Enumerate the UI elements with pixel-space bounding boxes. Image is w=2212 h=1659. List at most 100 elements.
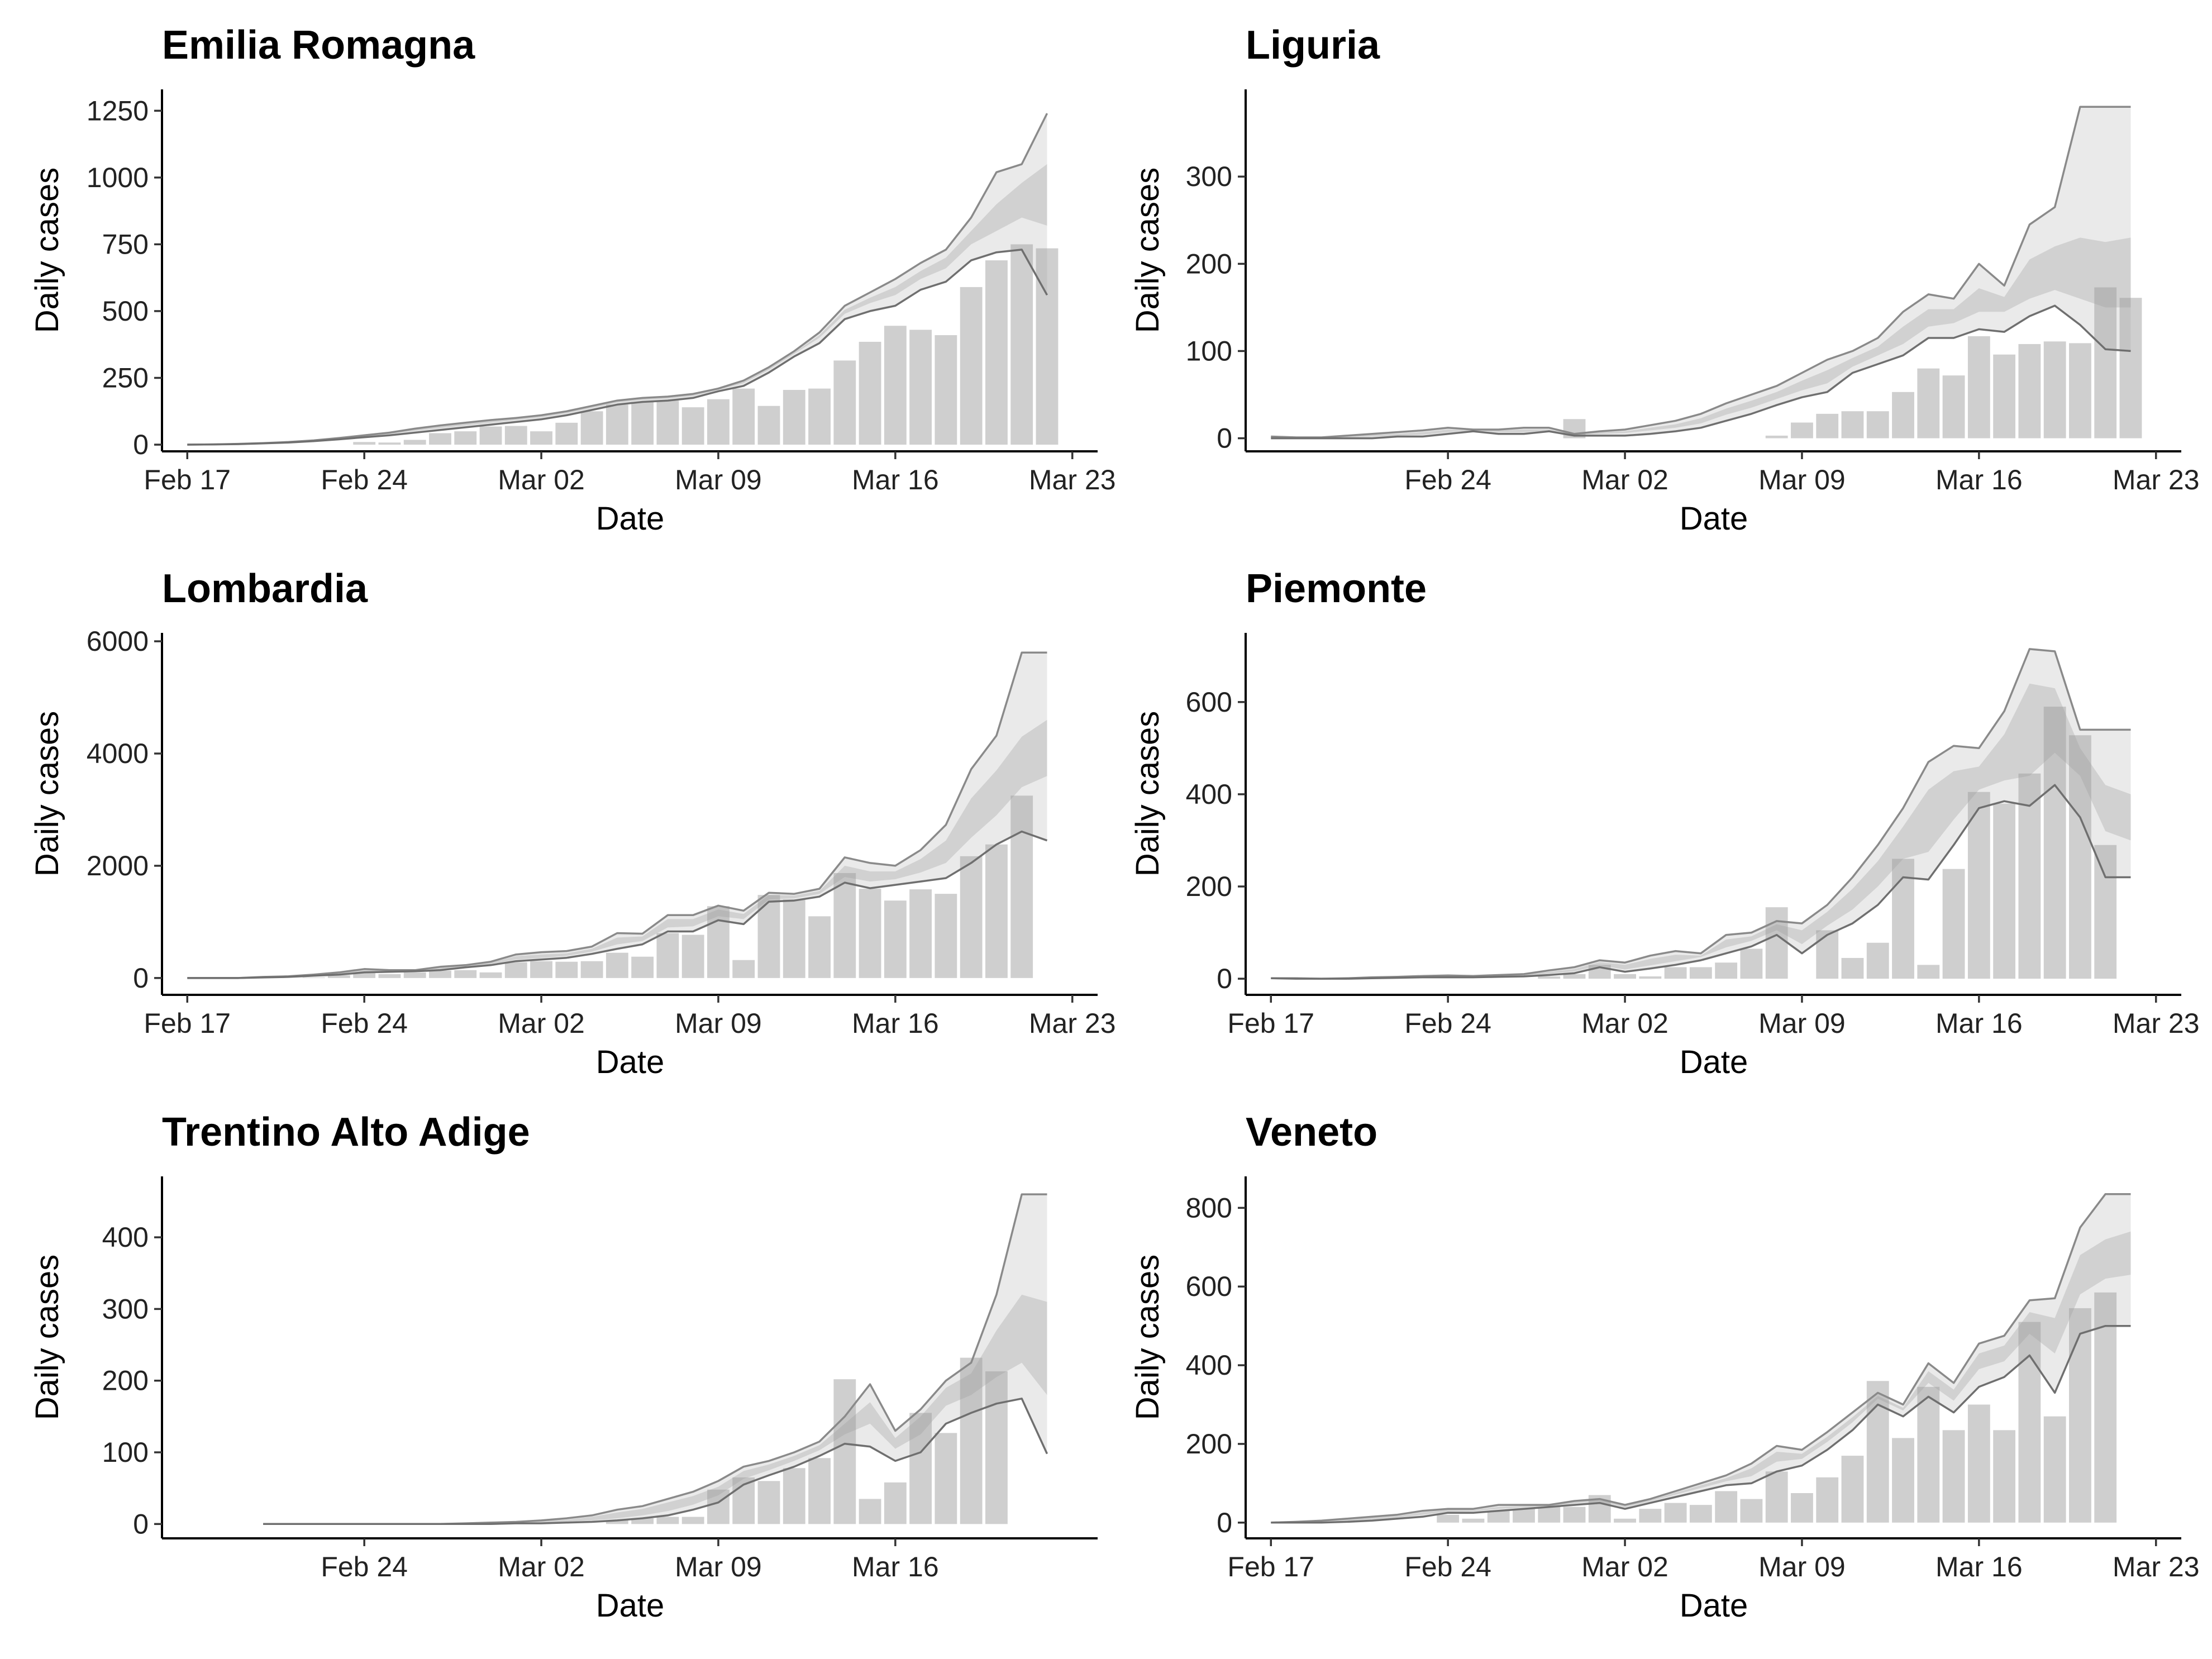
bar-feb-28 xyxy=(1538,976,1561,979)
y-tick-label: 600 xyxy=(1186,1271,1232,1302)
bar-mar-22 xyxy=(2119,298,2142,438)
bar-mar-13 xyxy=(808,388,831,445)
bar-mar-16 xyxy=(884,900,907,978)
lower-bound-line xyxy=(1271,1324,2131,1524)
y-axis-title: Daily cases xyxy=(29,711,65,877)
bar-mar-20 xyxy=(2069,735,2091,979)
x-tick-label: Mar 23 xyxy=(2113,1551,2200,1582)
upper-bound-line xyxy=(1271,1193,2131,1524)
bar-mar-18 xyxy=(935,335,957,445)
y-tick-label: 300 xyxy=(1186,161,1232,192)
y-tick-label: 300 xyxy=(102,1293,149,1324)
y-tick-label: 1250 xyxy=(87,95,149,126)
bar-mar-19 xyxy=(960,856,983,978)
y-tick-label: 400 xyxy=(102,1222,149,1253)
x-tick-label: Mar 16 xyxy=(1936,1551,2023,1582)
bar-mar-02 xyxy=(530,431,552,445)
bar-mar-16 xyxy=(1967,336,1990,438)
bar-mar-05 xyxy=(1689,1505,1712,1523)
bar-mar-14 xyxy=(833,360,856,445)
y-tick-label: 250 xyxy=(102,362,149,393)
bar-mar-06 xyxy=(1715,962,1738,979)
bar-mar-02 xyxy=(530,961,552,978)
bar-mar-11 xyxy=(1841,411,1864,438)
x-tick-label: Mar 23 xyxy=(1029,464,1116,495)
bar-mar-18 xyxy=(935,1433,957,1524)
bar-mar-04 xyxy=(580,961,603,978)
bar-mar-19 xyxy=(2043,707,2066,979)
bar-mar-07 xyxy=(656,401,679,445)
x-tick-label: Mar 09 xyxy=(675,1008,762,1039)
bar-mar-10 xyxy=(1816,930,1839,979)
y-axis-title: Daily cases xyxy=(29,168,65,333)
y-tick-label: 200 xyxy=(1186,871,1232,902)
x-tick-label: Mar 16 xyxy=(852,1008,939,1039)
bar-mar-13 xyxy=(808,916,831,978)
upper-bound-line xyxy=(187,113,1048,446)
bar-mar-05 xyxy=(606,1520,628,1524)
bar-feb-24 xyxy=(353,972,376,978)
bar-mar-18 xyxy=(2018,344,2041,438)
x-axis-title: Date xyxy=(596,1044,665,1080)
bar-mar-11 xyxy=(757,1481,780,1524)
bar-mar-20 xyxy=(985,1371,1008,1524)
x-tick-label: Feb 24 xyxy=(321,1551,408,1582)
bar-feb-25 xyxy=(1462,1518,1485,1523)
bar-feb-29 xyxy=(479,426,502,445)
y-tick-label: 0 xyxy=(1217,963,1232,994)
bar-mar-11 xyxy=(757,406,780,445)
bar-feb-29 xyxy=(479,972,502,978)
x-tick-label: Mar 02 xyxy=(498,464,585,495)
y-tick-label: 6000 xyxy=(87,626,149,657)
bar-series xyxy=(1563,287,2142,438)
bar-mar-20 xyxy=(2069,1308,2091,1523)
y-tick-label: 2000 xyxy=(87,850,149,881)
panel-title: Emilia Romagna xyxy=(162,23,475,68)
bar-mar-03 xyxy=(1639,1509,1662,1523)
y-axis-title: Daily cases xyxy=(1129,1255,1166,1420)
y-tick-label: 4000 xyxy=(87,738,149,769)
bar-mar-17 xyxy=(909,330,932,445)
y-tick-label: 500 xyxy=(102,295,149,327)
bar-mar-09 xyxy=(707,1489,730,1524)
bar-series xyxy=(606,1357,1008,1524)
bar-feb-29 xyxy=(1563,974,1586,979)
bar-mar-19 xyxy=(960,1357,983,1524)
bar-mar-01 xyxy=(504,962,527,978)
lower-bound-line xyxy=(187,830,1048,979)
bar-mar-06 xyxy=(631,1518,654,1524)
x-tick-label: Mar 23 xyxy=(2113,464,2200,495)
bar-mar-13 xyxy=(1892,1438,1914,1523)
bar-mar-10 xyxy=(1816,1477,1839,1523)
x-tick-label: Mar 09 xyxy=(1758,1551,1846,1582)
bar-mar-14 xyxy=(1917,965,1940,979)
bar-mar-21 xyxy=(2094,287,2117,438)
bar-mar-20 xyxy=(2069,343,2091,438)
bar-mar-13 xyxy=(808,1458,831,1524)
x-tick-label: Feb 24 xyxy=(1404,1551,1491,1582)
panel-trentino-alto-adige: Trentino Alto Adige Date Daily cases 0 10… xyxy=(29,1110,1098,1624)
bar-mar-08 xyxy=(1765,907,1788,979)
bar-mar-06 xyxy=(631,956,654,978)
upper-bound-line xyxy=(1271,648,2131,980)
bar-mar-09 xyxy=(707,399,730,445)
x-tick-label: Mar 02 xyxy=(498,1008,585,1039)
bar-mar-15 xyxy=(859,889,881,978)
panel-title: Liguria xyxy=(1246,23,1380,68)
y-tick-label: 400 xyxy=(1186,779,1232,810)
y-axis-title: Daily cases xyxy=(29,1255,65,1420)
bar-mar-09 xyxy=(1791,422,1813,438)
bar-feb-27 xyxy=(429,970,451,978)
bar-mar-15 xyxy=(1942,869,1965,979)
bar-mar-12 xyxy=(1866,942,1889,979)
y-tick-label: 200 xyxy=(1186,248,1232,279)
bar-mar-12 xyxy=(783,390,805,445)
bar-mar-14 xyxy=(833,873,856,978)
x-tick-label: Mar 16 xyxy=(1936,1008,2023,1039)
bar-mar-21 xyxy=(2094,1292,2117,1523)
bar-mar-09 xyxy=(1791,1493,1813,1523)
bar-mar-15 xyxy=(1942,1430,1965,1523)
panel-veneto: Veneto Date Daily cases 0 200 400 600 800 Feb… xyxy=(1129,1110,2200,1624)
y-tick-label: 600 xyxy=(1186,687,1232,718)
